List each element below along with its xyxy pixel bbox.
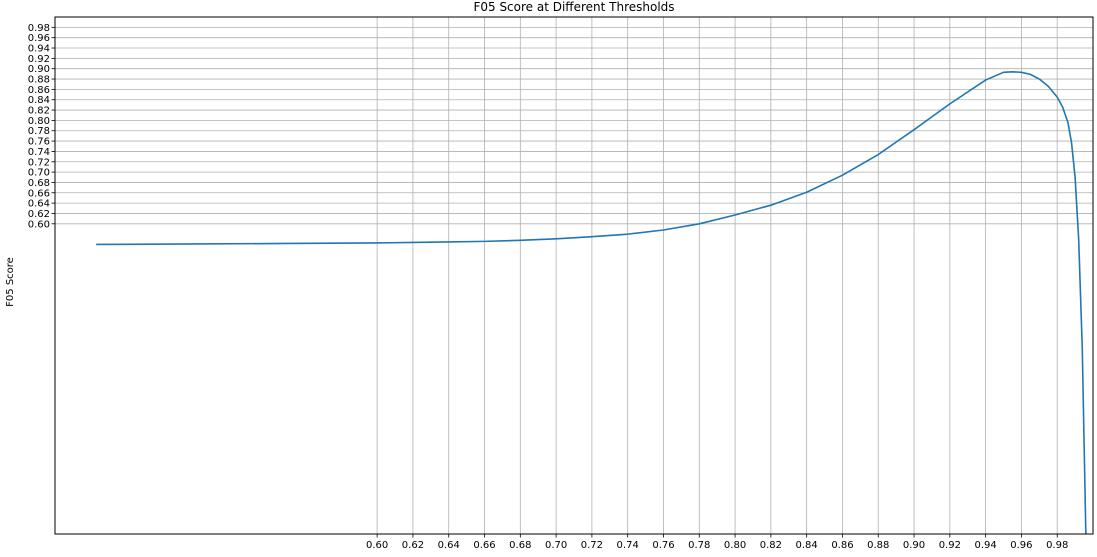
y-axis-label: F05 Score [5, 257, 16, 307]
x-tick-label: 0.82 [760, 540, 782, 551]
y-tick-label: 0.82 [28, 106, 50, 117]
x-tick-label: 0.70 [545, 540, 567, 551]
x-tick-label: 0.62 [402, 540, 424, 551]
y-tick-label: 0.66 [28, 188, 50, 199]
x-tick-label: 0.78 [688, 540, 710, 551]
x-tick-label: 0.94 [974, 540, 996, 551]
x-tick-label: 0.66 [473, 540, 495, 551]
y-tick-label: 0.94 [28, 44, 50, 55]
y-tick-label: 0.78 [28, 126, 50, 137]
x-tick-label: 0.68 [509, 540, 531, 551]
y-tick-label: 0.68 [28, 178, 50, 189]
y-tick-label: 0.86 [28, 85, 50, 96]
y-tick-label: 0.70 [28, 168, 50, 179]
x-tick-label: 0.80 [724, 540, 746, 551]
y-tick-label: 0.84 [28, 95, 50, 106]
grid-lines [55, 17, 1093, 534]
x-tick-label: 0.88 [867, 540, 889, 551]
y-tick-label: 0.92 [28, 54, 50, 65]
y-tick-label: 0.62 [28, 209, 50, 220]
y-tick-label: 0.96 [28, 33, 50, 44]
y-tick-label: 0.64 [28, 199, 50, 210]
y-tick-label: 0.88 [28, 75, 50, 86]
x-axis-ticks: 0.60 0.62 0.64 0.66 0.68 0.70 0.72 0.74 0.76 0.78… [366, 534, 1068, 551]
y-tick-label: 0.74 [28, 147, 50, 158]
plot-frame [54, 16, 1094, 535]
x-tick-label: 0.98 [1046, 540, 1068, 551]
y-tick-label: 0.76 [28, 137, 50, 148]
x-tick-label: 0.74 [617, 540, 639, 551]
series-layer [96, 71, 1087, 535]
x-tick-label: 0.76 [652, 540, 674, 551]
series-line [96, 71, 1087, 535]
x-tick-label: 0.92 [939, 540, 961, 551]
y-tick-label: 0.98 [28, 23, 50, 34]
y-tick-label: 0.72 [28, 157, 50, 168]
x-tick-label: 0.60 [366, 540, 388, 551]
chart-title: F05 Score at Different Thresholds [473, 0, 674, 14]
y-tick-label: 0.60 [28, 219, 50, 230]
x-tick-label: 0.90 [903, 540, 925, 551]
y-axis-ticks: 0.600.620.640.660.680.700.720.740.760.78… [28, 23, 55, 230]
y-tick-label: 0.90 [28, 64, 50, 75]
x-tick-label: 0.86 [831, 540, 853, 551]
x-tick-label: 0.64 [438, 540, 460, 551]
y-tick-label: 0.80 [28, 116, 50, 127]
x-tick-label: 0.84 [796, 540, 818, 551]
x-tick-label: 0.96 [1010, 540, 1032, 551]
x-tick-label: 0.72 [581, 540, 603, 551]
